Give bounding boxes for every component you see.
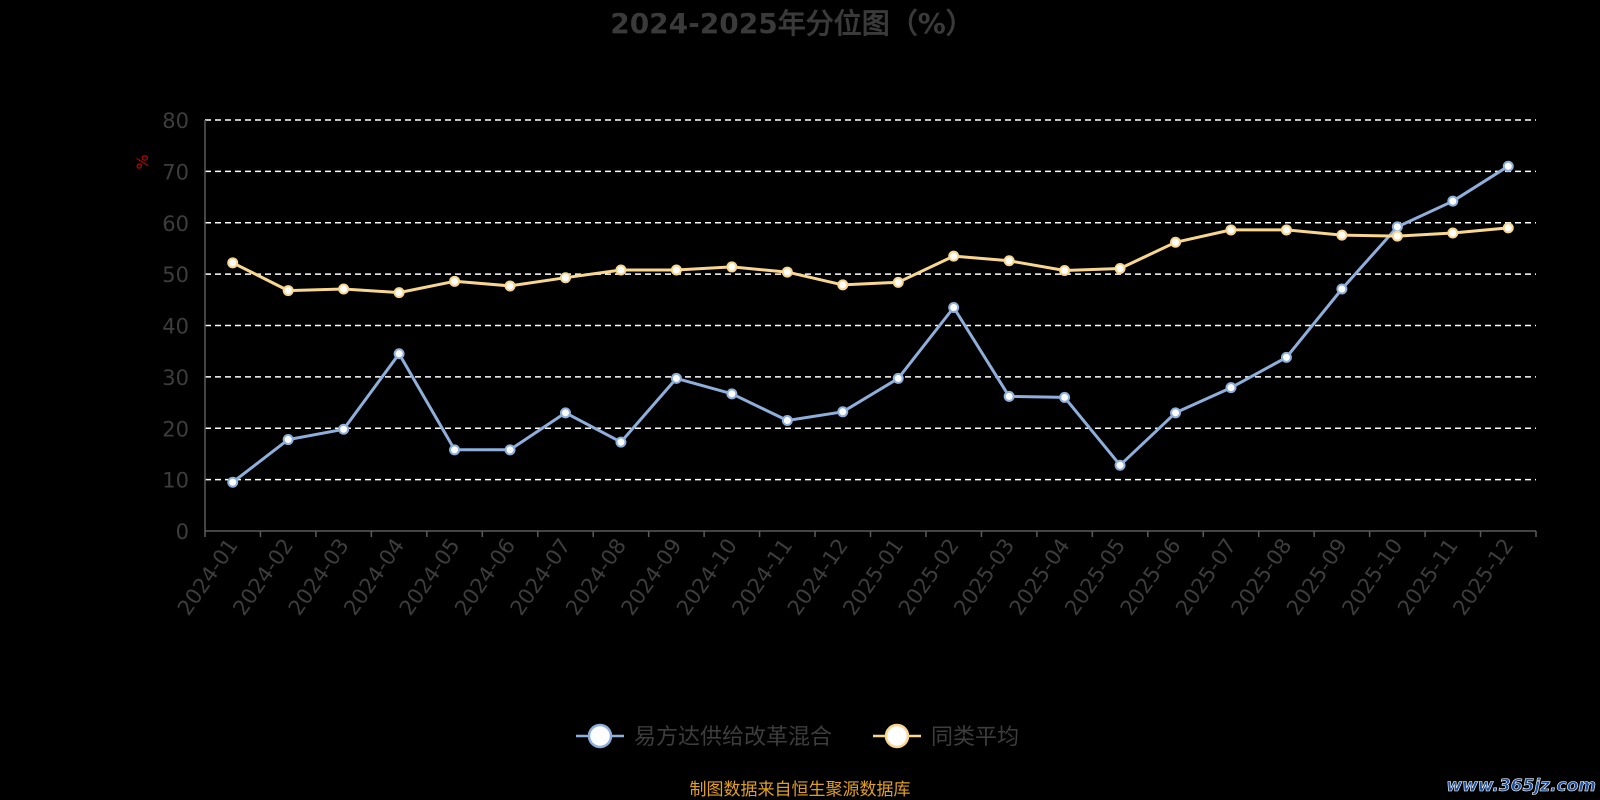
data-point[interactable]: [1003, 255, 1015, 267]
data-point[interactable]: [282, 285, 294, 297]
data-point[interactable]: [1502, 160, 1514, 172]
data-point[interactable]: [837, 279, 849, 291]
axes: [204, 120, 1537, 537]
y-tick-label: 10: [162, 469, 189, 493]
data-point[interactable]: [1447, 195, 1459, 207]
grid-lines: [205, 119, 1536, 481]
data-point[interactable]: [1114, 262, 1126, 274]
series-line: [231, 164, 1510, 484]
data-point[interactable]: [393, 287, 405, 299]
data-point[interactable]: [1336, 283, 1348, 295]
data-point[interactable]: [892, 276, 904, 288]
y-axis-tick-labels: 0 10 20 30 40 50 60 70 80: [162, 109, 189, 544]
data-point[interactable]: [504, 280, 516, 292]
data-point[interactable]: [1225, 224, 1237, 236]
data-point[interactable]: [948, 302, 960, 314]
data-point[interactable]: [615, 264, 627, 276]
data-source-note: 制图数据来自恒生聚源数据库: [690, 780, 911, 800]
data-point[interactable]: [670, 264, 682, 276]
data-point[interactable]: [504, 444, 516, 456]
y-tick-label: 70: [162, 160, 189, 184]
data-point[interactable]: [227, 476, 239, 488]
data-point[interactable]: [781, 415, 793, 427]
data-point[interactable]: [892, 372, 904, 384]
data-point[interactable]: [1391, 230, 1403, 242]
watermark: www.365jz.com: [1446, 776, 1596, 796]
legend-label: 易方达供给改革混合: [634, 725, 832, 750]
data-point[interactable]: [1225, 382, 1237, 394]
data-point[interactable]: [948, 250, 960, 262]
data-point[interactable]: [227, 257, 239, 269]
data-point[interactable]: [338, 423, 350, 435]
series-line: [232, 226, 1509, 295]
legend: 易方达供给改革混合 同类平均: [576, 723, 1019, 750]
data-point[interactable]: [282, 434, 294, 446]
y-tick-label: 60: [162, 212, 189, 236]
legend-marker: [884, 723, 910, 749]
data-point[interactable]: [726, 261, 738, 273]
data-point[interactable]: [1280, 224, 1292, 236]
data-point[interactable]: [1447, 227, 1459, 239]
series-1: [227, 160, 1514, 488]
data-point[interactable]: [449, 444, 461, 456]
y-tick-label: 40: [162, 315, 189, 339]
y-tick-label: 0: [176, 520, 189, 544]
legend-item-2[interactable]: 同类平均: [873, 723, 1019, 750]
data-point[interactable]: [1170, 236, 1182, 248]
series-lines: [227, 160, 1514, 488]
data-point[interactable]: [670, 372, 682, 384]
legend-marker: [587, 723, 613, 749]
data-point[interactable]: [615, 436, 627, 448]
data-point[interactable]: [559, 407, 571, 419]
data-point[interactable]: [1336, 229, 1348, 241]
data-point[interactable]: [1502, 222, 1514, 234]
x-axis-tick-labels: 2024-012024-022024-032024-042024-052024-…: [173, 534, 1519, 620]
y-axis-unit-label: %: [133, 154, 152, 169]
data-point[interactable]: [393, 348, 405, 360]
data-point[interactable]: [1059, 265, 1071, 277]
chart-title: 2024-2025年分位图（%）: [610, 7, 974, 40]
legend-label: 同类平均: [931, 725, 1019, 750]
data-point[interactable]: [1114, 459, 1126, 471]
y-tick-label: 30: [162, 366, 189, 390]
data-point[interactable]: [726, 388, 738, 400]
data-point[interactable]: [781, 266, 793, 278]
data-point[interactable]: [1059, 391, 1071, 403]
data-point[interactable]: [1003, 390, 1015, 402]
y-tick-label: 80: [162, 109, 189, 133]
series-2: [227, 222, 1514, 299]
data-point[interactable]: [1391, 221, 1403, 233]
y-tick-label: 20: [162, 417, 189, 441]
y-tick-label: 50: [162, 263, 189, 287]
data-point[interactable]: [1170, 407, 1182, 419]
data-point[interactable]: [559, 272, 571, 284]
data-point[interactable]: [837, 406, 849, 418]
data-point[interactable]: [338, 283, 350, 295]
data-point[interactable]: [449, 275, 461, 287]
legend-item-1[interactable]: 易方达供给改革混合: [576, 723, 832, 750]
data-point[interactable]: [1280, 351, 1292, 363]
